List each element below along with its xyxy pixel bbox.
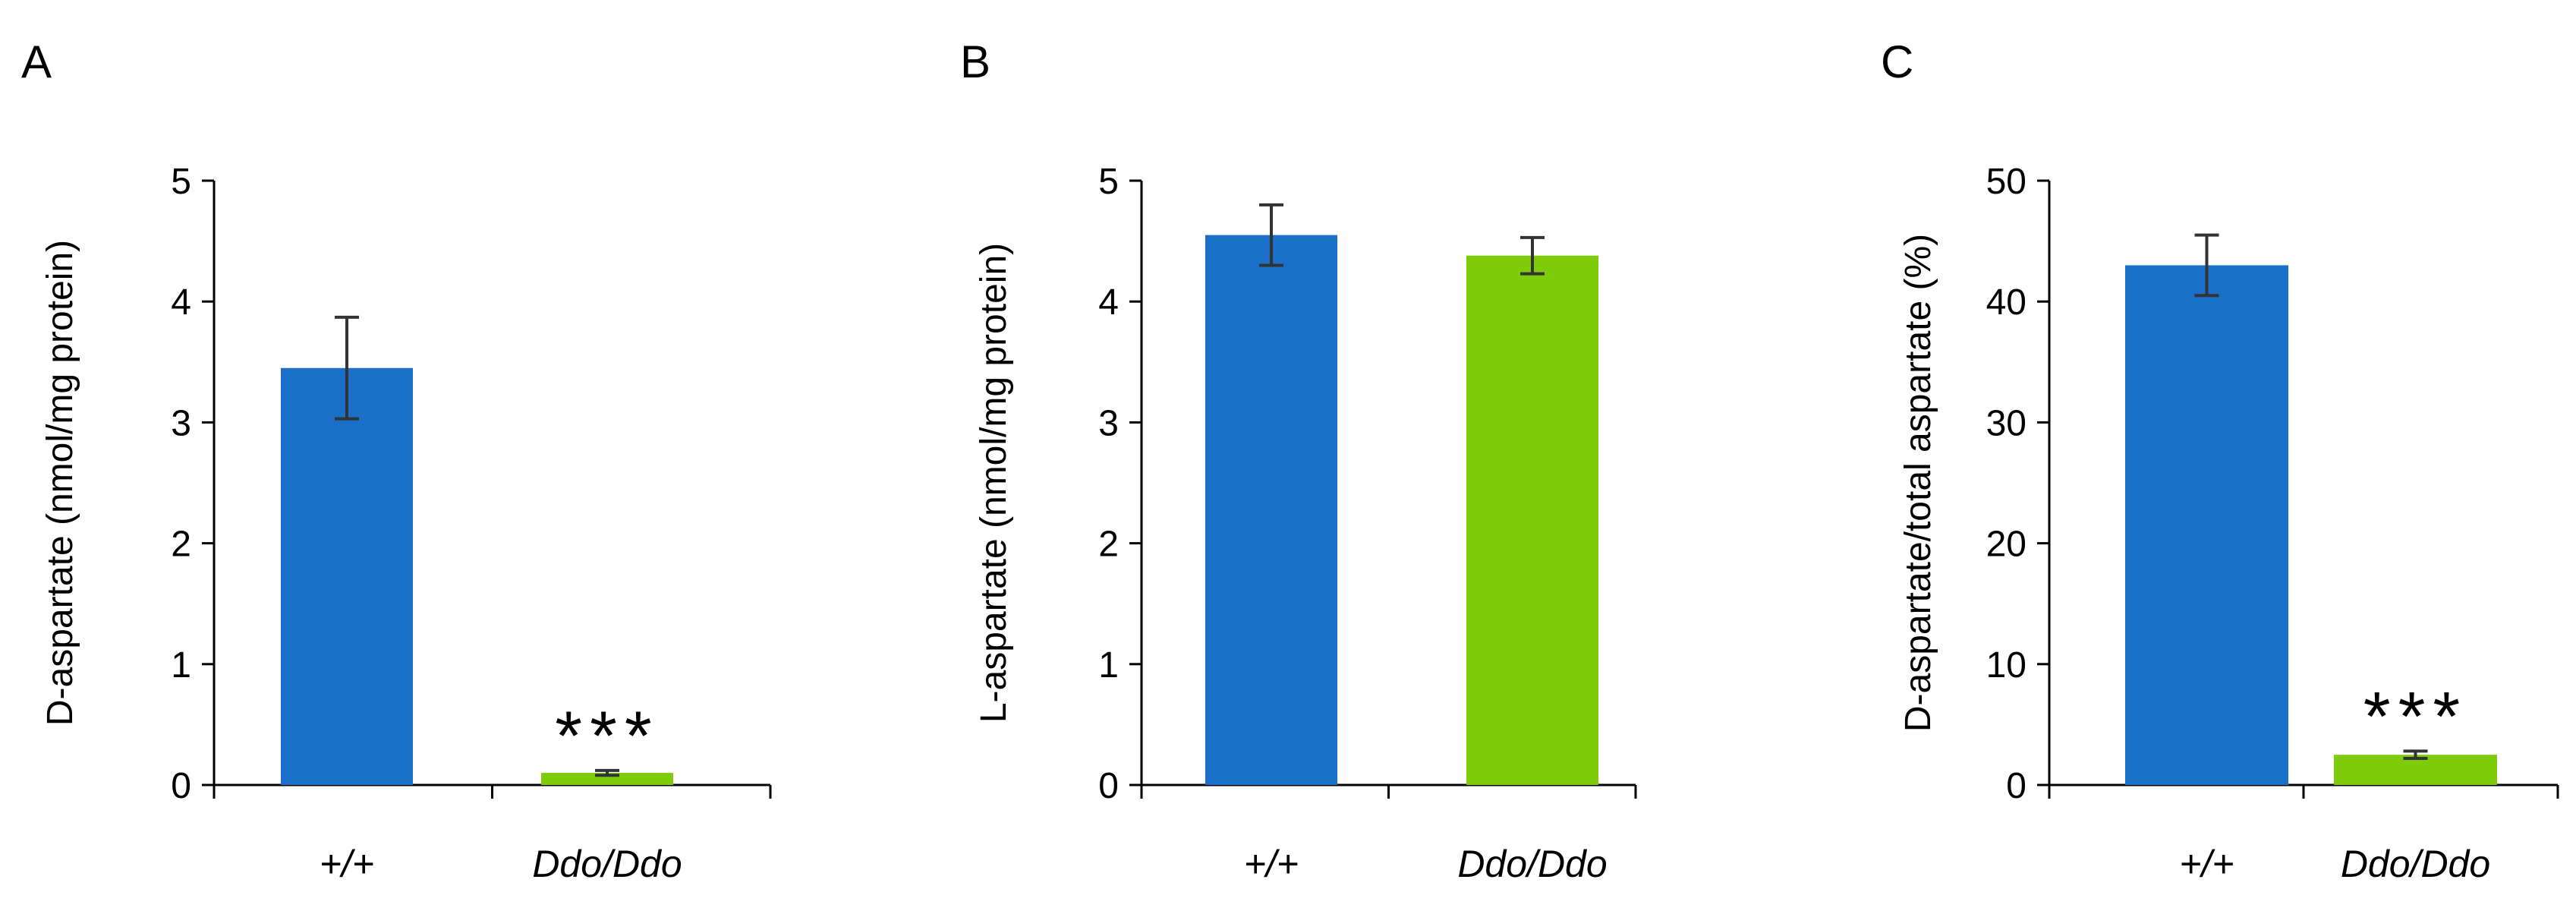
panel-c-y-tick-label: 40 [1986, 282, 2026, 323]
panel-a-y-tick-label: 3 [171, 403, 191, 443]
panel-c-significance-marker: *** [2363, 678, 2467, 755]
panel-c-y-tick-label: 50 [1986, 162, 2026, 202]
panel-b-y-tick-label: 0 [1098, 766, 1119, 806]
panel-b-bar-wildtype [1205, 235, 1337, 785]
panel-b-category-label: Ddo/Ddo [1457, 843, 1607, 885]
panel-c-y-tick-label: 0 [2006, 766, 2026, 806]
panel-c-y-tick-label: 30 [1986, 403, 2026, 443]
panel-b-bar-mutant [1466, 255, 1598, 786]
panel-a-y-tick-label: 4 [171, 282, 191, 323]
panel-a-significance-marker: *** [555, 698, 659, 775]
panel-a-category-label: +/+ [320, 843, 374, 885]
panel-c-letter: C [1881, 36, 1913, 87]
panel-c-bar-wildtype [2125, 265, 2288, 785]
panel-a-y-axis-label: D-aspartate (nmol/mg protein) [40, 240, 80, 726]
panel-a-y-tick-label: 1 [171, 645, 191, 686]
panel-b-y-tick-label: 2 [1098, 525, 1119, 565]
panel-a-category-label: Ddo/Ddo [532, 843, 682, 885]
panel-c-y-tick-label: 10 [1986, 645, 2026, 686]
panel-c-y-tick-label: 20 [1986, 525, 2026, 565]
panel-b-category-label: +/+ [1244, 843, 1299, 885]
panel-b-y-tick-label: 5 [1098, 162, 1119, 202]
panel-b-y-tick-label: 4 [1098, 282, 1119, 323]
panel-a-y-tick-label: 0 [171, 766, 191, 806]
panel-c-y-axis-label: D-aspartate/total aspartate (%) [1898, 234, 1938, 732]
panel-a-y-tick-label: 5 [171, 162, 191, 202]
panel-a-y-tick-label: 2 [171, 525, 191, 565]
panel-c-category-label: +/+ [2179, 843, 2234, 885]
panel-a-letter: A [21, 36, 52, 87]
panel-b-y-axis-label: L-aspartate (nmol/mg protein) [974, 243, 1014, 723]
panel-b-y-tick-label: 1 [1098, 645, 1119, 686]
panel-c-category-label: Ddo/Ddo [2341, 843, 2490, 885]
panel-b-y-tick-label: 3 [1098, 403, 1119, 443]
panel-a-bar-wildtype [281, 367, 413, 785]
panel-b-letter: B [960, 36, 990, 87]
panel-a-bar-mutant [541, 773, 673, 785]
